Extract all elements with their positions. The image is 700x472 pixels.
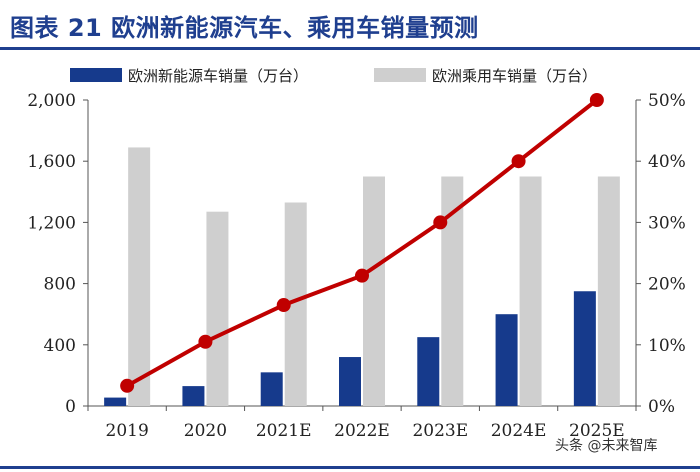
figure-header: 图表 21 欧洲新能源汽车、乘用车销量预测 [0, 0, 700, 48]
bar-pv-2020 [206, 211, 229, 406]
title-divider [0, 47, 700, 50]
y-left-tick-label: 1,200 [27, 213, 76, 233]
x-tick-label: 2025E [569, 421, 625, 441]
legend-swatch-ev [70, 68, 122, 82]
legend-swatch-pv [374, 68, 426, 82]
chart: 欧洲新能源车销量（万台） 欧洲乘用车销量（万台） 0 400 800 1,200 1,600… [27, 67, 686, 441]
bottom-divider [0, 466, 700, 469]
y-left-tick-label: 1,600 [27, 152, 76, 172]
bar-ev-2023E [417, 337, 440, 406]
figure-title: 图表 21 欧洲新能源汽车、乘用车销量预测 [10, 14, 479, 42]
penetration-point-2023E [433, 215, 448, 230]
bar-ev-2019 [104, 397, 127, 406]
x-tick-label: 2023E [412, 421, 468, 441]
bar-pv-2022E [363, 176, 385, 406]
watermark-text: 头条 @未来智库 [555, 438, 658, 454]
y-right-tick-label: 30% [648, 213, 686, 233]
y-right-tick-label: 20% [648, 275, 686, 295]
bar-pv-2021E [284, 202, 307, 406]
bar-ev-2025E [573, 291, 596, 406]
penetration-point-2021E [276, 298, 291, 313]
bar-pv-2025E [597, 176, 620, 406]
y-left-tick-label: 800 [44, 275, 76, 295]
x-tick-label: 2019 [106, 421, 149, 441]
bar-ev-2024E [495, 314, 518, 406]
y-right-tick-label: 0% [648, 397, 675, 417]
y-left-tick-label: 400 [44, 336, 76, 356]
penetration-point-2019 [120, 378, 135, 393]
penetration-point-2024E [511, 154, 526, 169]
x-tick-label: 2024E [491, 421, 547, 441]
penetration-point-2025E [589, 93, 604, 107]
penetration-point-2020 [198, 334, 213, 349]
y-left-tick-label: 0 [65, 397, 76, 417]
bar-ev-2020 [182, 386, 205, 406]
y-right-tick-label: 10% [648, 336, 686, 356]
bar-ev-2021E [260, 372, 283, 406]
penetration-point-2022E [355, 268, 369, 283]
y-left-tick-label: 2,000 [27, 91, 76, 111]
bar-pv-2023E [441, 176, 464, 406]
bar-ev-2022E [339, 357, 361, 406]
y-right-tick-label: 40% [648, 152, 686, 172]
legend-label-ev: 欧洲新能源车销量（万台） [128, 67, 308, 85]
y-right-tick-label: 50% [648, 91, 686, 111]
x-tick-label: 2020 [184, 421, 227, 441]
x-tick-label: 2022E [334, 421, 390, 441]
bar-pv-2024E [519, 176, 542, 406]
legend-label-pv: 欧洲乘用车销量（万台） [432, 67, 597, 85]
x-tick-label: 2021E [256, 421, 312, 441]
bar-pv-2019 [128, 147, 151, 406]
